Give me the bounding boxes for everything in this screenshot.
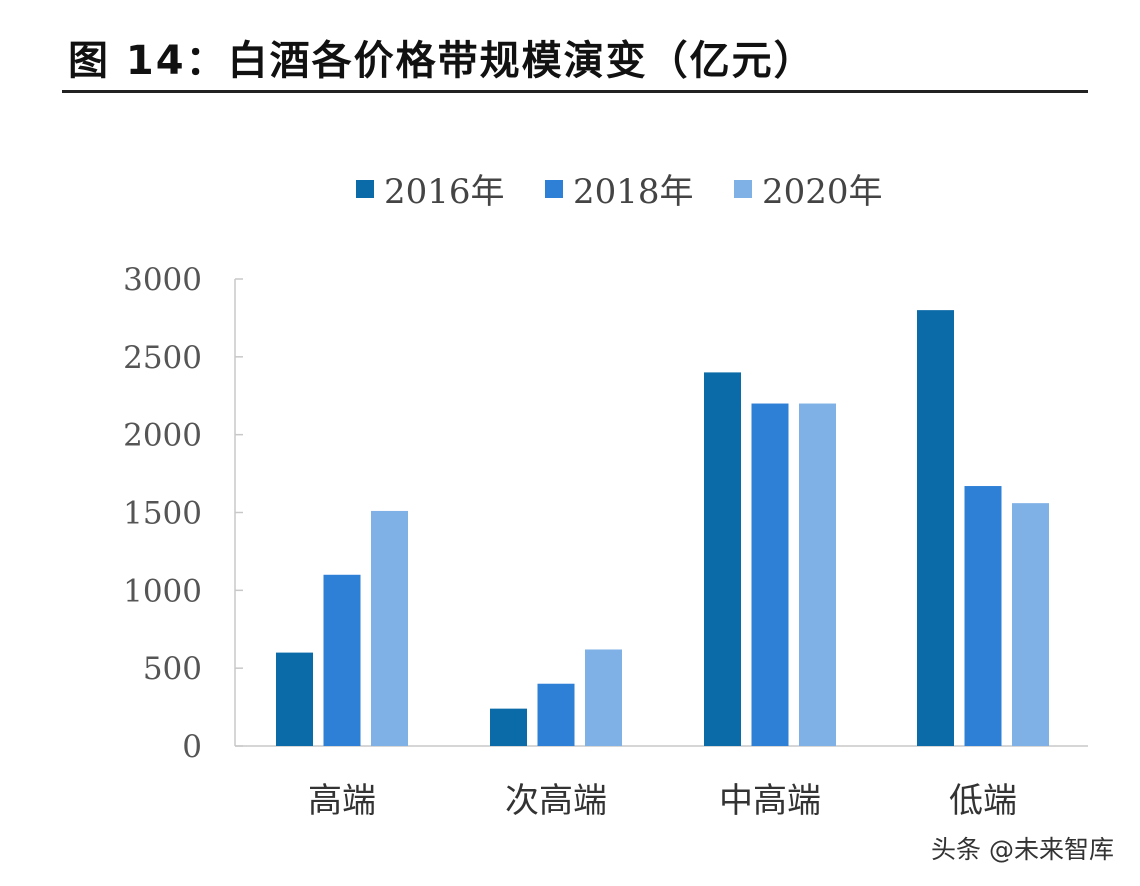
legend-label: 2018年	[573, 172, 694, 212]
x-category-label: 次高端	[505, 781, 607, 821]
legend-label: 2020年	[762, 172, 883, 212]
y-tick-label: 500	[143, 651, 202, 687]
legend: 2016年 2018年 2020年	[356, 172, 883, 212]
x-category-label: 中高端	[719, 781, 821, 821]
y-tick-label: 2000	[123, 418, 202, 454]
title-rule	[62, 90, 1088, 93]
bars	[276, 310, 1049, 746]
legend-swatch	[545, 180, 563, 198]
bar-2018年-高端	[323, 574, 361, 746]
bar-2016年-低端	[917, 310, 954, 746]
y-tick-label: 0	[182, 729, 202, 765]
y-tick-label: 1000	[123, 573, 202, 609]
bar-2018年-低端	[964, 486, 1002, 746]
legend-swatch	[356, 180, 374, 198]
bar-2016年-中高端	[704, 372, 741, 746]
bar-2020年-中高端	[799, 403, 836, 746]
bar-2018年-中高端	[751, 403, 789, 746]
watermark: 头条 @未来智库	[931, 835, 1114, 864]
bar-2018年-次高端	[537, 683, 575, 746]
y-tick-label: 3000	[123, 262, 202, 298]
figure-title: 图 14：白酒各价格带规模演变（亿元）	[68, 38, 816, 84]
legend-swatch	[734, 180, 752, 198]
x-category-label: 高端	[308, 781, 376, 821]
x-category-label: 低端	[949, 781, 1017, 821]
legend-label: 2016年	[384, 172, 505, 212]
bar-2020年-次高端	[585, 649, 622, 746]
y-tick-label: 1500	[123, 496, 202, 532]
bar-2020年-高端	[371, 510, 408, 746]
y-tick-label: 2500	[123, 340, 202, 376]
bar-2016年-次高端	[490, 708, 527, 746]
bar-2020年-低端	[1012, 503, 1049, 746]
bar-2016年-高端	[276, 652, 313, 746]
